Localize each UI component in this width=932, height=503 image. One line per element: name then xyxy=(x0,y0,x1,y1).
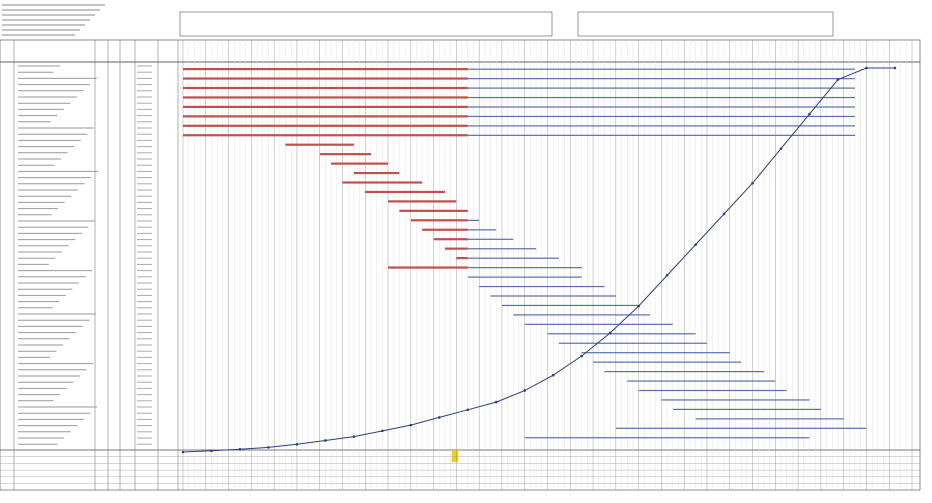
gantt-bars xyxy=(183,68,867,439)
actual-bar xyxy=(388,200,457,203)
s-curve-point xyxy=(608,331,612,335)
actual-bar xyxy=(183,96,468,99)
s-curve xyxy=(181,66,897,454)
plan-bar xyxy=(695,418,844,420)
actual-bar xyxy=(183,134,468,137)
plan-bar xyxy=(467,248,537,250)
plan-bar xyxy=(467,134,856,136)
plan-bar xyxy=(524,323,673,325)
s-curve-point xyxy=(665,274,669,277)
s-curve-point xyxy=(637,304,640,308)
plan-bar xyxy=(604,371,764,373)
plan-bar xyxy=(467,106,856,108)
s-curve-point xyxy=(437,416,441,419)
actual-bar xyxy=(422,228,468,231)
actual-bar xyxy=(353,171,400,175)
s-curve-point xyxy=(181,450,185,454)
s-curve-point xyxy=(694,243,697,246)
s-curve-point xyxy=(836,78,840,81)
s-curve-point xyxy=(722,212,726,216)
plan-bar xyxy=(467,87,856,89)
s-curve-point xyxy=(523,389,527,392)
plan-bar xyxy=(467,68,856,70)
gantt-grid xyxy=(0,40,920,490)
actual-bar xyxy=(331,162,389,165)
s-curve-point xyxy=(865,66,868,70)
plan-bar xyxy=(501,304,639,307)
s-curve-point xyxy=(466,408,470,412)
plan-bar xyxy=(547,333,696,335)
s-curve-point xyxy=(494,400,498,404)
plan-bar xyxy=(467,96,856,99)
plan-bar xyxy=(467,229,497,231)
plan-bar xyxy=(558,342,707,344)
s-curve-point xyxy=(551,373,555,377)
s-curve-line xyxy=(182,67,895,453)
plan-bar xyxy=(467,115,856,118)
actual-bar xyxy=(399,209,468,212)
s-curve-point xyxy=(580,354,583,358)
s-curve-point xyxy=(210,449,213,453)
actual-bar xyxy=(319,153,371,156)
header-box xyxy=(179,11,553,37)
actual-bar xyxy=(444,247,468,250)
plan-bar xyxy=(467,257,559,259)
plan-bar xyxy=(490,295,616,297)
actual-bar xyxy=(183,68,468,71)
plan-bar xyxy=(524,437,810,439)
current-week-marker xyxy=(452,450,458,462)
plan-bar xyxy=(467,125,856,127)
s-curve-point xyxy=(324,439,327,442)
s-curve-point xyxy=(267,446,270,449)
s-curve-point xyxy=(381,429,384,433)
plan-bar xyxy=(467,238,514,240)
plan-bar xyxy=(513,314,651,316)
plan-bar xyxy=(661,399,810,401)
actual-bar xyxy=(342,181,423,184)
plan-bar xyxy=(581,352,730,354)
actual-bar xyxy=(183,115,468,118)
s-curve-point xyxy=(238,448,242,451)
actual-bar xyxy=(183,124,468,127)
actual-bar xyxy=(365,190,445,194)
header-box xyxy=(577,11,834,37)
plan-bar xyxy=(467,276,582,278)
plan-bar xyxy=(593,361,742,363)
s-curve-point xyxy=(751,181,754,185)
s-curve-point xyxy=(893,66,897,70)
actual-bar xyxy=(285,143,354,146)
s-curve-point xyxy=(409,423,413,427)
plan-bar xyxy=(479,285,605,288)
actual-bar xyxy=(388,266,468,269)
actual-bar xyxy=(183,86,468,90)
plan-bar xyxy=(672,408,821,410)
actual-bar xyxy=(410,219,468,222)
s-curve-point xyxy=(352,435,356,438)
actual-bar xyxy=(183,77,468,80)
s-curve-point xyxy=(295,443,299,446)
plan-bar xyxy=(467,219,480,221)
s-curve-point xyxy=(808,112,811,116)
left-table xyxy=(2,4,179,490)
plan-bar xyxy=(467,78,856,80)
actual-bar xyxy=(183,105,468,108)
actual-bar xyxy=(456,257,468,260)
plan-bar xyxy=(638,389,787,392)
actual-bar xyxy=(433,238,468,241)
plan-bar xyxy=(627,380,776,382)
s-curve-point xyxy=(779,147,783,150)
plan-bar xyxy=(615,427,867,429)
plan-bar xyxy=(467,267,582,269)
